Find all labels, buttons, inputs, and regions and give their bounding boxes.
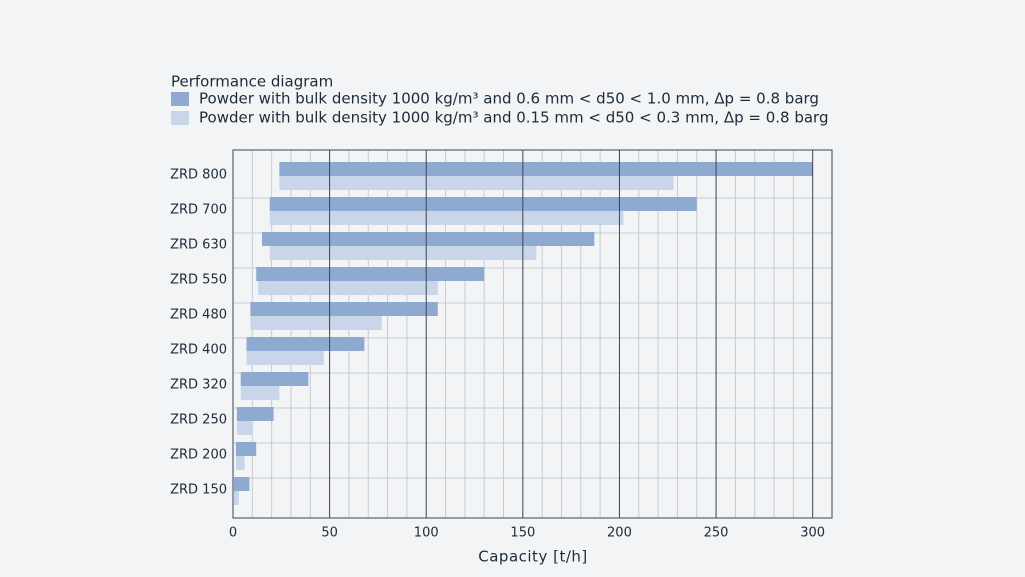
bar <box>261 232 595 246</box>
y-tick-label: ZRD 800 <box>170 168 227 183</box>
bar <box>246 351 324 365</box>
y-tick-label: ZRD 250 <box>170 413 227 428</box>
legend-swatch <box>171 92 189 106</box>
y-tick-label: ZRD 480 <box>170 308 227 323</box>
bar <box>240 386 280 400</box>
x-tick-label: 100 <box>414 526 439 541</box>
bar <box>269 211 624 225</box>
bar <box>246 337 365 351</box>
x-tick-label: 0 <box>229 526 237 541</box>
x-axis-title: Capacity [t/h] <box>478 548 587 566</box>
bar <box>279 162 813 176</box>
bar <box>269 197 697 211</box>
x-tick-label: 300 <box>800 526 825 541</box>
x-tick-label: 200 <box>607 526 632 541</box>
y-tick-label: ZRD 150 <box>170 483 227 498</box>
bar <box>250 302 438 316</box>
y-tick-label: ZRD 550 <box>170 273 227 288</box>
bar <box>235 442 257 456</box>
legend-label: Powder with bulk density 1000 kg/m³ and … <box>199 90 819 108</box>
x-tick-label: 250 <box>704 526 729 541</box>
plot-border <box>232 149 833 519</box>
legend-swatch <box>171 111 189 125</box>
x-tick-label: 50 <box>321 526 338 541</box>
bar <box>233 477 250 491</box>
y-tick-label: ZRD 320 <box>170 378 227 393</box>
bar <box>250 316 382 330</box>
bar <box>279 176 674 190</box>
bar <box>235 456 245 470</box>
x-tick-label: 150 <box>510 526 535 541</box>
legend-label: Powder with bulk density 1000 kg/m³ and … <box>199 109 828 127</box>
bar <box>236 407 274 421</box>
y-tick-label: ZRD 200 <box>170 448 227 463</box>
y-tick-label: ZRD 400 <box>170 343 227 358</box>
bar <box>269 246 537 260</box>
bar <box>233 491 239 505</box>
y-tick-label: ZRD 630 <box>170 238 227 253</box>
chart-title: Performance diagram <box>171 73 333 91</box>
bar <box>258 281 438 295</box>
bar <box>240 372 309 386</box>
bar <box>236 421 253 435</box>
y-tick-label: ZRD 700 <box>170 203 227 218</box>
bar <box>256 267 485 281</box>
